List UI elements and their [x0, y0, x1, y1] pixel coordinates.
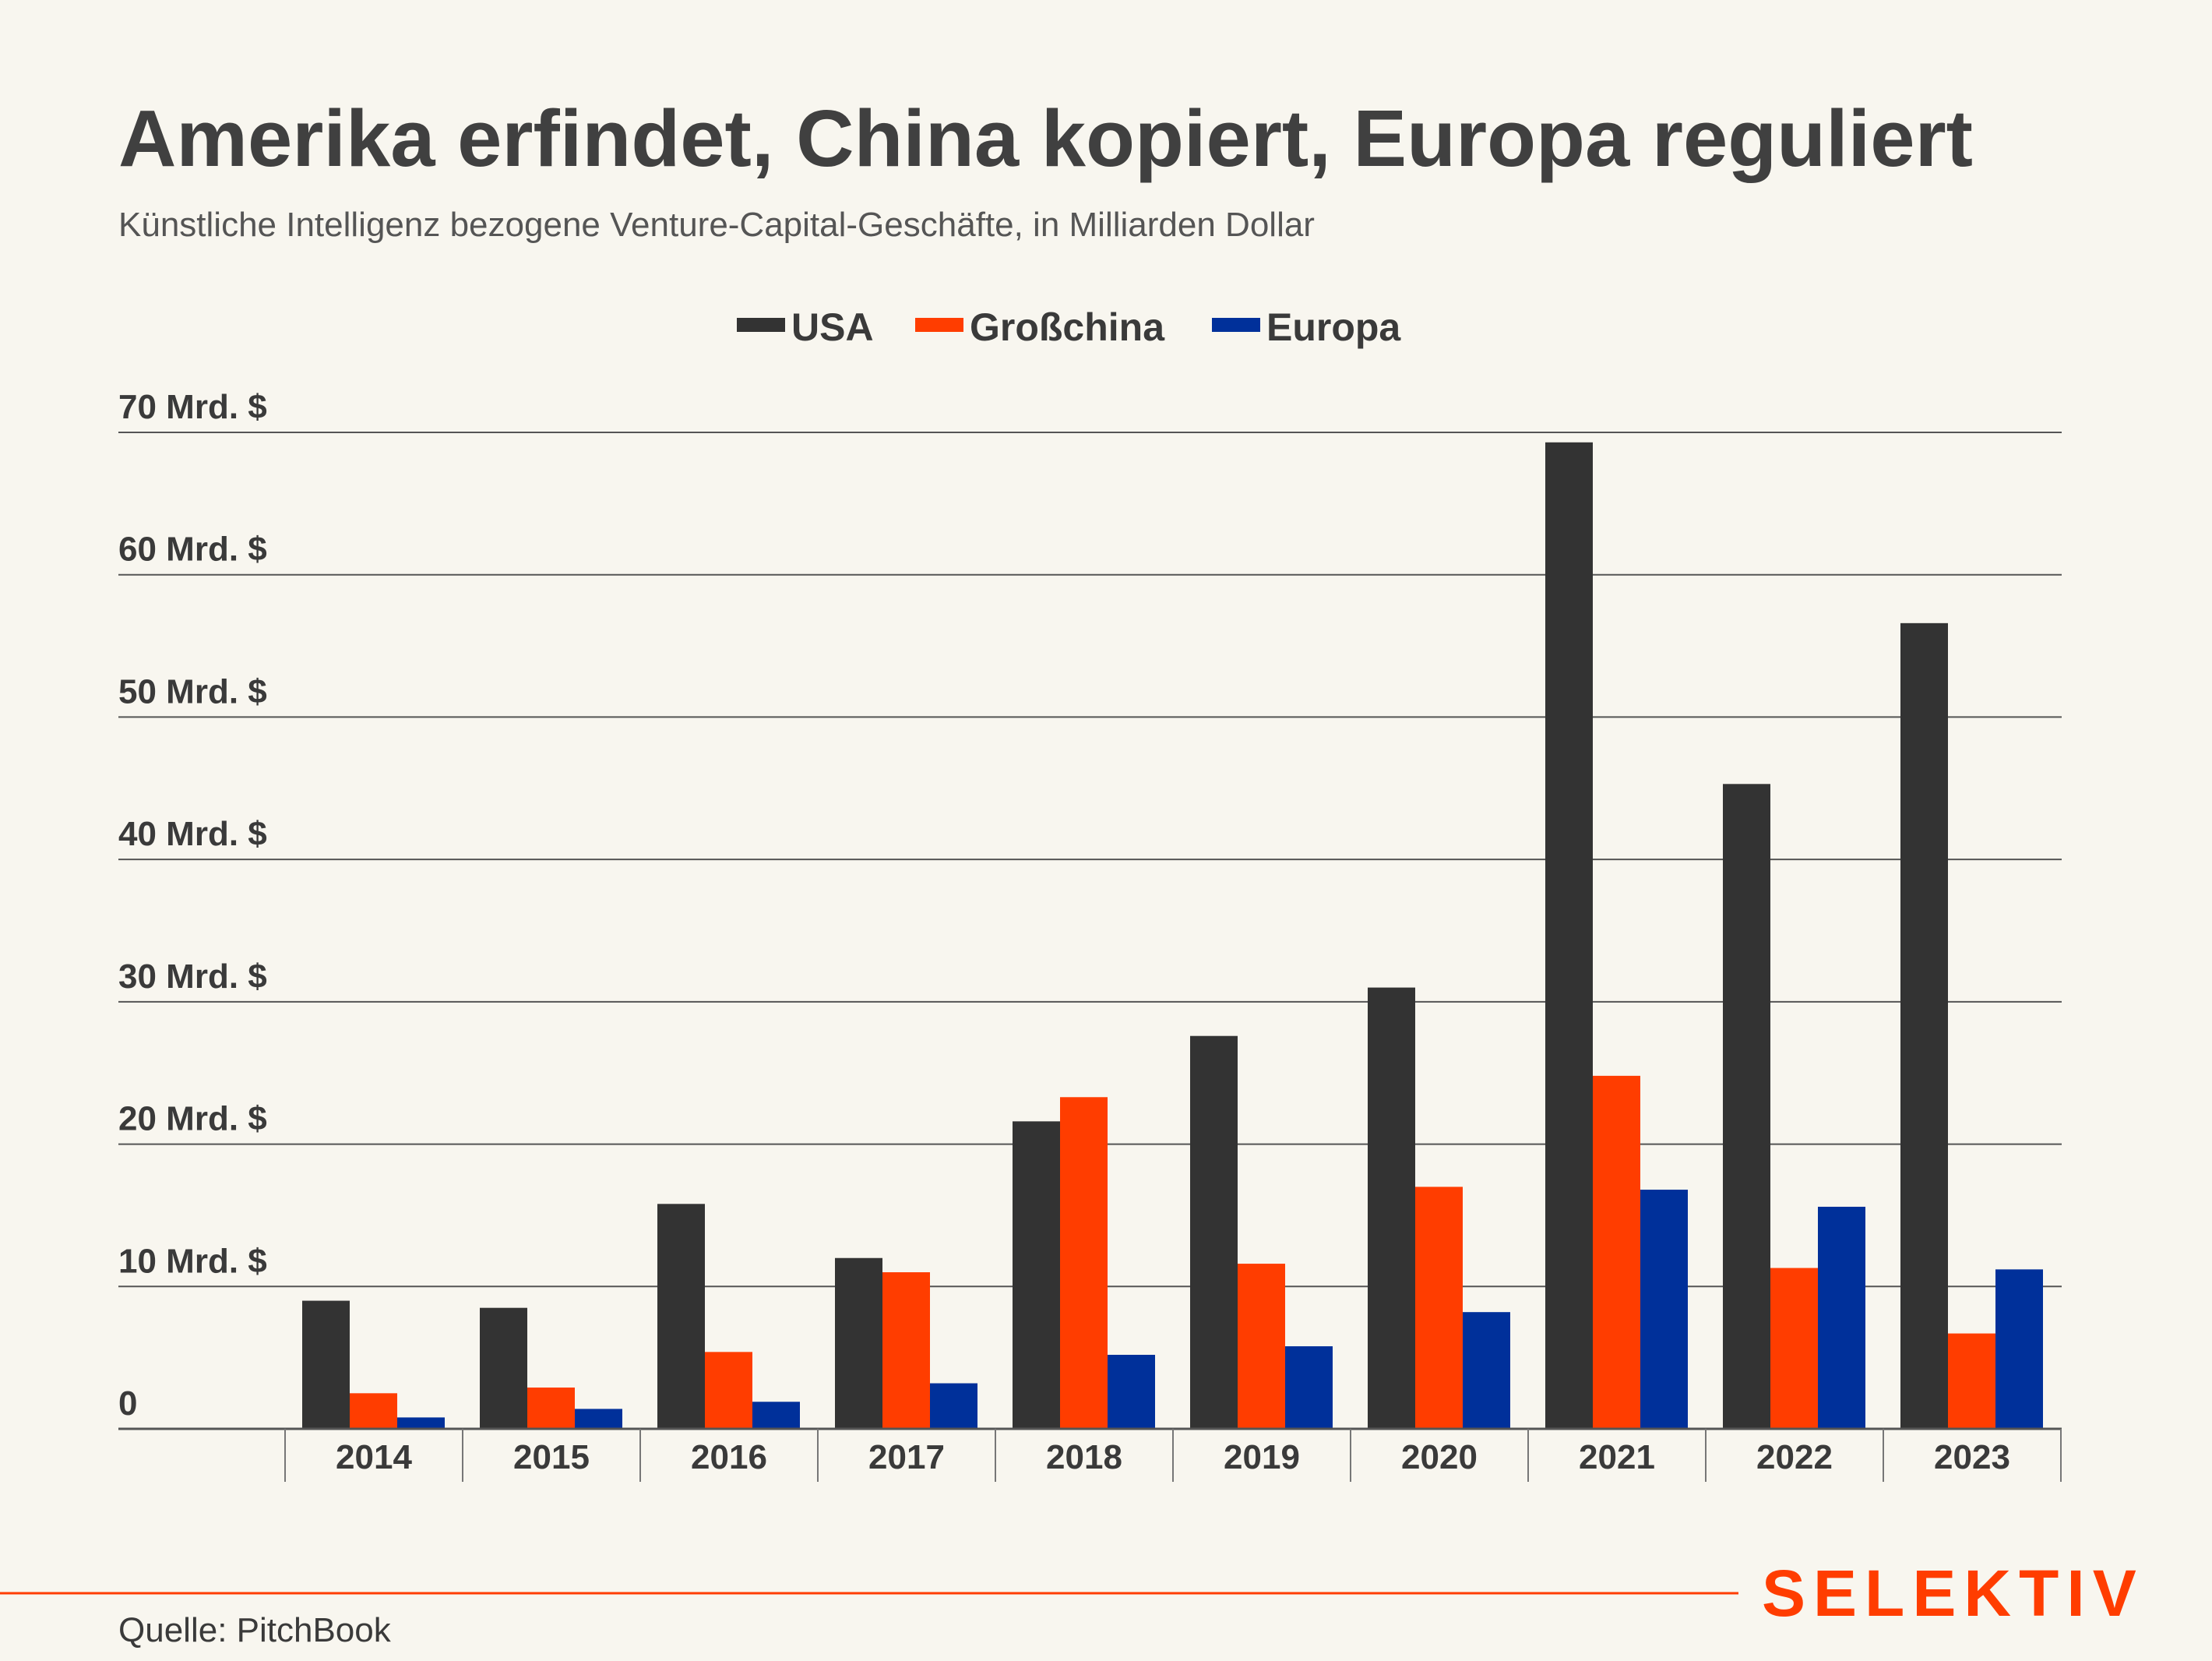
- x-tick-label: 2021: [1579, 1438, 1655, 1476]
- bar: [930, 1383, 977, 1429]
- bar: [1238, 1264, 1285, 1429]
- bar: [1995, 1269, 2043, 1429]
- bar: [1285, 1346, 1333, 1429]
- bar: [1593, 1075, 1640, 1429]
- source-note: Quelle: PitchBook: [118, 1611, 392, 1649]
- y-tick-label: 30 Mrd. $: [118, 957, 267, 996]
- bars: [302, 442, 2043, 1429]
- legend-label: USA: [791, 305, 874, 349]
- bar: [1723, 784, 1770, 1429]
- y-tick-label: 60 Mrd. $: [118, 531, 267, 569]
- brand-logo: SELEKTIV: [1762, 1557, 2144, 1630]
- y-tick-label: 20 Mrd. $: [118, 1100, 267, 1138]
- bar: [302, 1300, 350, 1429]
- x-tick-label: 2019: [1224, 1438, 1300, 1476]
- x-axis: 2014 2015 2016 2017 2018 2019 2020 2021 2022 2023: [118, 1427, 2062, 1482]
- bar: [705, 1352, 752, 1429]
- bar: [882, 1272, 930, 1429]
- bar: [1108, 1354, 1155, 1429]
- legend-swatch: [915, 318, 963, 332]
- bar: [527, 1388, 575, 1429]
- bar: [575, 1409, 622, 1429]
- x-tick-label: 2023: [1934, 1438, 2010, 1476]
- y-tick-label: 0: [118, 1384, 137, 1423]
- bar: [1013, 1121, 1060, 1429]
- bar: [480, 1307, 527, 1429]
- gridlines: [118, 432, 2062, 1288]
- legend-label: Großchina: [970, 305, 1165, 349]
- bar: [1060, 1097, 1108, 1429]
- bar: [1640, 1190, 1688, 1429]
- legend-item: Europa: [1212, 305, 1401, 349]
- x-tick-label: 2020: [1401, 1438, 1478, 1476]
- y-tick-label: 10 Mrd. $: [118, 1242, 267, 1280]
- bar: [1770, 1268, 1818, 1429]
- bar: [1948, 1333, 1995, 1429]
- chart-title: Amerika erfindet, China kopiert, Europa …: [118, 93, 1973, 183]
- bar: [835, 1257, 882, 1429]
- x-tick-label: 2022: [1756, 1438, 1833, 1476]
- bar: [1818, 1206, 1865, 1429]
- legend-swatch: [1212, 318, 1260, 332]
- bar: [1368, 987, 1415, 1429]
- bar: [1545, 442, 1593, 1429]
- x-tick-label: 2017: [868, 1438, 945, 1476]
- legend-label: Europa: [1266, 305, 1401, 349]
- legend-item: Großchina: [915, 305, 1165, 349]
- bar: [1900, 622, 1948, 1429]
- y-tick-label: 70 Mrd. $: [118, 388, 267, 426]
- bar: [1190, 1035, 1238, 1429]
- y-axis-ticks: 0 10 Mrd. $ 20 Mrd. $ 30 Mrd. $ 40 Mrd. $ 50 …: [118, 388, 267, 1423]
- bar: [657, 1204, 705, 1429]
- legend-item: USA: [737, 305, 874, 349]
- y-tick-label: 50 Mrd. $: [118, 672, 267, 711]
- bar: [350, 1393, 397, 1429]
- bar: [1415, 1187, 1463, 1429]
- x-tick-label: 2014: [336, 1438, 412, 1476]
- y-tick-label: 40 Mrd. $: [118, 815, 267, 853]
- x-tick-label: 2018: [1046, 1438, 1122, 1476]
- chart-subtitle: Künstliche Intelligenz bezogene Venture-…: [118, 206, 1315, 244]
- legend-swatch: [737, 318, 785, 332]
- bar: [1463, 1312, 1510, 1429]
- chart-legend: USA Großchina Europa: [737, 305, 1401, 349]
- x-tick-label: 2015: [513, 1438, 590, 1476]
- x-tick-label: 2016: [691, 1438, 767, 1476]
- bar: [752, 1402, 800, 1429]
- bar: [397, 1417, 445, 1429]
